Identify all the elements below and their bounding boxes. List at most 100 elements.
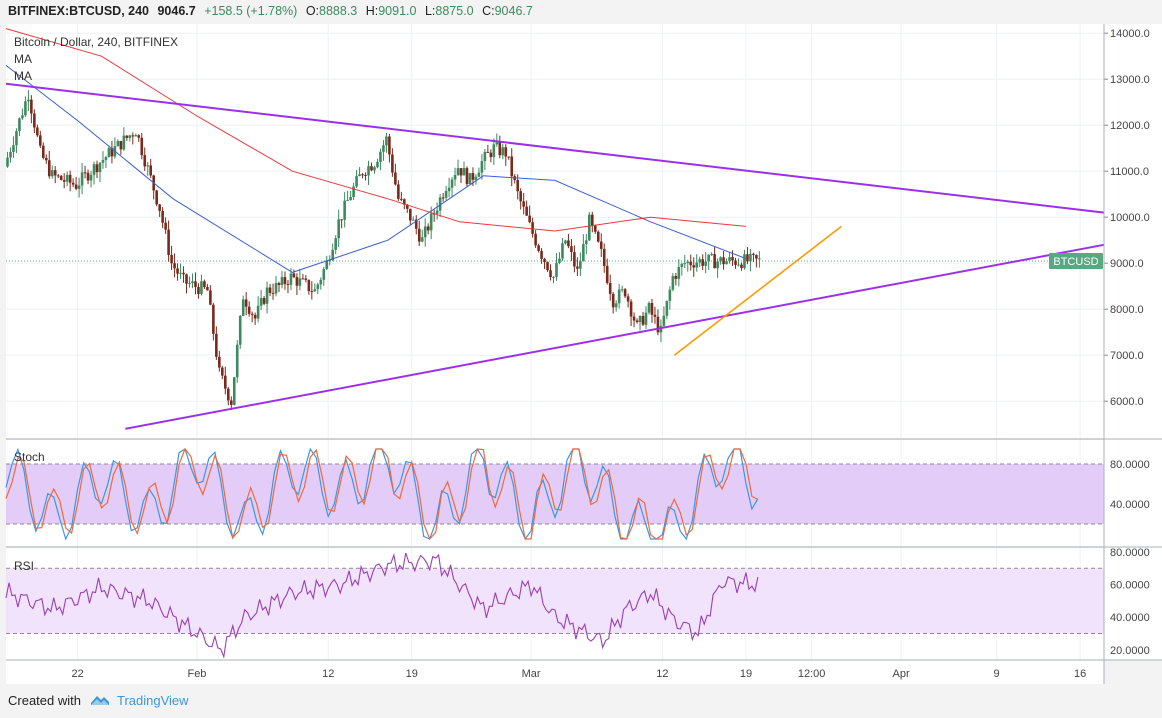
candle bbox=[191, 281, 194, 284]
candle bbox=[623, 289, 627, 297]
candle bbox=[638, 316, 642, 323]
rsi-tick-label: 80.0000 bbox=[1110, 547, 1150, 559]
candle bbox=[304, 278, 308, 280]
candle bbox=[77, 185, 81, 189]
change-value: +158.5 (+1.78%) bbox=[204, 4, 297, 18]
y-tick-label: 14000.0 bbox=[1110, 28, 1150, 40]
candle bbox=[274, 283, 278, 294]
candle bbox=[582, 244, 585, 262]
candle bbox=[498, 142, 502, 156]
x-tick-label: 16 bbox=[1074, 668, 1086, 680]
candle bbox=[212, 304, 215, 334]
candle bbox=[579, 261, 582, 269]
candle bbox=[471, 173, 475, 180]
candle bbox=[570, 246, 573, 253]
legend-ma-fast[interactable]: MA bbox=[14, 52, 32, 66]
candle bbox=[6, 157, 9, 167]
candle bbox=[74, 184, 78, 189]
candle bbox=[262, 298, 266, 304]
rsi-band bbox=[6, 568, 1104, 634]
candle bbox=[224, 375, 227, 389]
header-line: BITFINEX:BTCUSD, 240 9046.7 +158.5 (+1.7… bbox=[8, 4, 533, 18]
y-tick-label: 12000.0 bbox=[1110, 120, 1150, 132]
candle bbox=[155, 190, 158, 205]
candle bbox=[492, 144, 496, 158]
candle bbox=[590, 214, 594, 226]
candle bbox=[256, 305, 260, 319]
high-value: 9091.0 bbox=[378, 4, 416, 18]
price-axis[interactable] bbox=[1104, 24, 1162, 660]
y-tick-label: 11000.0 bbox=[1110, 166, 1149, 178]
candle bbox=[164, 222, 167, 230]
rsi-tick-label: 60.0000 bbox=[1110, 580, 1150, 592]
symbol-label: BITFINEX:BTCUSD, 240 bbox=[8, 4, 149, 18]
candle bbox=[743, 254, 746, 269]
candle bbox=[629, 301, 633, 317]
candle bbox=[167, 229, 170, 255]
candle bbox=[447, 187, 451, 192]
time-axis[interactable] bbox=[6, 660, 1104, 684]
candle bbox=[310, 291, 314, 293]
candle bbox=[486, 151, 490, 153]
candle bbox=[695, 262, 699, 268]
ma-slow-line bbox=[5, 28, 747, 232]
stoch-d-line bbox=[5, 447, 759, 541]
candle bbox=[137, 135, 141, 138]
candle bbox=[441, 197, 445, 199]
candle bbox=[355, 176, 358, 187]
candle bbox=[411, 219, 415, 221]
candle bbox=[456, 168, 460, 176]
candle bbox=[462, 168, 466, 176]
candle bbox=[671, 275, 675, 290]
candle bbox=[98, 162, 102, 173]
chart-canvas[interactable]: 14000.0 13000.0 12000.0 11000.0 10000.0 9000.… bbox=[0, 0, 1162, 684]
candle bbox=[325, 260, 329, 270]
series-layer bbox=[5, 28, 1105, 659]
stoch-label[interactable]: Stoch bbox=[14, 450, 45, 464]
stoch-tick-label: 80.0000 bbox=[1110, 459, 1150, 471]
candle bbox=[734, 260, 737, 265]
close-value: 9046.7 bbox=[495, 4, 533, 18]
candle bbox=[543, 258, 546, 263]
tradingview-logo-icon[interactable] bbox=[90, 693, 110, 707]
candle bbox=[334, 238, 337, 250]
candle bbox=[701, 259, 704, 266]
candle bbox=[537, 245, 540, 251]
candle bbox=[725, 261, 728, 265]
candle bbox=[710, 254, 713, 256]
candle bbox=[683, 263, 687, 265]
candle bbox=[346, 200, 349, 202]
candle bbox=[128, 135, 132, 138]
candle bbox=[644, 312, 648, 325]
candle bbox=[540, 250, 543, 259]
candle bbox=[394, 172, 397, 185]
candle bbox=[50, 170, 54, 177]
candle bbox=[83, 172, 87, 174]
candle bbox=[501, 147, 505, 156]
candle bbox=[158, 204, 161, 211]
candle bbox=[27, 99, 30, 102]
y-tick-label: 8000.0 bbox=[1110, 304, 1144, 316]
candle bbox=[626, 296, 630, 302]
footer: Created with TradingView bbox=[0, 684, 1162, 718]
candle bbox=[546, 262, 549, 271]
candle bbox=[229, 400, 233, 405]
candle bbox=[173, 263, 176, 269]
legend-title[interactable]: Bitcoin / Dollar, 240, BITFINEX bbox=[14, 35, 178, 49]
candle bbox=[534, 233, 537, 246]
candle bbox=[510, 156, 514, 177]
candle bbox=[704, 261, 707, 266]
candle bbox=[9, 151, 12, 158]
candle bbox=[403, 199, 406, 205]
rsi-label[interactable]: RSI bbox=[14, 559, 34, 573]
candle bbox=[385, 136, 388, 146]
legend-ma-slow[interactable]: MA bbox=[14, 69, 32, 83]
candle bbox=[53, 170, 57, 176]
candle bbox=[647, 303, 651, 313]
candle bbox=[221, 367, 224, 376]
tradingview-link[interactable]: TradingView bbox=[117, 693, 189, 708]
x-tick-label: 9 bbox=[994, 668, 1000, 680]
candle bbox=[143, 155, 147, 167]
x-tick-label: 12 bbox=[656, 668, 668, 680]
